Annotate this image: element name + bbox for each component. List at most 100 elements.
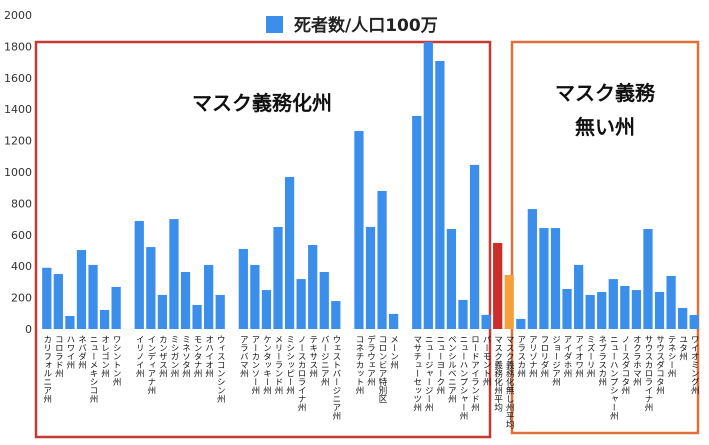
y-tick-label: 600: [11, 229, 32, 242]
bar: [308, 245, 318, 329]
x-tick-label: ニューメキシコ州: [88, 335, 98, 403]
x-tick-label: ジョージア州: [550, 335, 560, 386]
x-tick-label: メーン州: [389, 335, 399, 369]
bar: [608, 279, 618, 329]
x-tick-label: ノースカロライナ州: [296, 335, 306, 412]
bar: [504, 274, 514, 329]
x-tick-label: アラスカ州: [516, 335, 526, 378]
x-tick-label: フロリダ州: [539, 335, 549, 378]
x-tick-label: メリーランド州: [273, 335, 283, 395]
x-tick-label: ワシントン州: [111, 335, 121, 386]
x-tick-label: コロンビア特別区: [377, 335, 387, 403]
bar: [134, 220, 144, 329]
bar: [458, 299, 468, 329]
x-tick-label: ペンシルベニア州: [446, 335, 456, 403]
x-tick-label: インディアナ州: [146, 335, 156, 395]
bar: [53, 274, 63, 329]
bar: [446, 228, 457, 329]
x-tick-label: アイオワ州: [574, 335, 584, 378]
x-tick-label: コロラド州: [53, 335, 63, 378]
x-tick-label: サウスダコタ州: [655, 335, 665, 395]
bar: [261, 290, 272, 329]
y-tick-label: 800: [11, 197, 32, 210]
bar: [319, 272, 329, 329]
x-tick-label: ワイオミング州: [689, 335, 699, 395]
x-tick-label: ニュージャージー州: [423, 335, 433, 412]
y-tick-label: 1800: [4, 40, 32, 53]
legend-swatch: [266, 16, 283, 33]
x-tick-label: アーカンソー州: [250, 335, 260, 395]
x-tick-label: ハワイ州: [65, 335, 75, 369]
bar: [527, 209, 537, 329]
x-tick-label: ニューハンプシャー州: [608, 335, 618, 420]
bar: [88, 264, 98, 329]
bar: [284, 177, 295, 329]
x-tick-label: サウスカロライナ州: [643, 335, 653, 412]
bar: [65, 315, 75, 329]
bar: [157, 294, 168, 329]
bar: [678, 307, 688, 329]
bar: [597, 291, 607, 329]
y-tick-label: 1200: [4, 135, 32, 148]
x-tick-label: ウィスコンシン州: [215, 335, 225, 403]
x-tick-label: アリゾナ州: [527, 335, 537, 378]
bar: [562, 288, 572, 329]
bar: [215, 294, 225, 329]
bar: [377, 190, 387, 329]
x-tick-label: ロードアイランド州: [470, 335, 480, 412]
no-mandate-box: [510, 40, 700, 435]
x-tick-label: ユタ州: [678, 335, 688, 361]
x-tick-label: イリノイ州: [134, 335, 144, 378]
y-tick-label: 1000: [4, 166, 32, 179]
bar: [169, 219, 179, 329]
x-tick-label: ウェストバージニア州: [331, 335, 341, 420]
bar: [643, 228, 653, 329]
bar: [423, 42, 433, 330]
annotation: 無い州: [575, 115, 635, 139]
bar: [573, 264, 584, 329]
bar: [435, 61, 445, 329]
bar: [516, 318, 526, 329]
bar: [273, 226, 283, 329]
y-tick-label: 2000: [4, 9, 32, 22]
x-tick-label: カンザス州: [157, 335, 167, 378]
y-tick-label: 1400: [4, 103, 32, 116]
x-tick-label: マスク義務化無し州平均: [504, 335, 514, 429]
x-tick-label: マスク義務化州平均: [493, 335, 503, 412]
bar: [469, 164, 480, 329]
mandate-box: [34, 40, 492, 439]
bar: [620, 285, 630, 329]
y-tick-label: 0: [25, 323, 32, 336]
x-tick-label: バージニア州: [319, 335, 329, 386]
bar: [250, 264, 260, 329]
bar: [192, 304, 202, 329]
x-tick-label: ニューハンプシャー州: [458, 335, 468, 420]
bar: [539, 228, 549, 329]
bar: [331, 301, 341, 329]
bar: [654, 291, 665, 329]
bar: [76, 250, 87, 329]
x-tick-label: デラウェア州: [366, 334, 376, 386]
x-tick-label: コネチカット州: [354, 335, 364, 395]
x-tick-label: ミシガン州: [169, 335, 179, 378]
bar: [388, 313, 399, 329]
bar: [412, 115, 422, 330]
bar: [354, 131, 364, 329]
x-tick-label: ミズーリ州: [585, 335, 595, 378]
x-tick-label: テキサス州: [308, 335, 318, 378]
x-tick-label: ノースダコタ州: [620, 335, 630, 395]
y-tick-label: 200: [11, 292, 32, 305]
bar: [180, 272, 191, 329]
bar: [689, 315, 699, 329]
x-tick-label: ミシシッピー州: [285, 335, 295, 395]
bar: [99, 310, 110, 329]
x-tick-label: アラバマ州: [238, 335, 248, 378]
y-tick-label: 1600: [4, 72, 32, 85]
x-tick-label: オハイオ州: [204, 335, 214, 378]
x-tick-label: カリフォルニア州: [42, 335, 52, 403]
x-tick-label: オレゴン州: [100, 335, 110, 378]
bar: [296, 279, 306, 329]
x-tick-label: マサチューセッツ州: [412, 335, 422, 412]
x-tick-label: オクラホマ州: [631, 335, 641, 386]
